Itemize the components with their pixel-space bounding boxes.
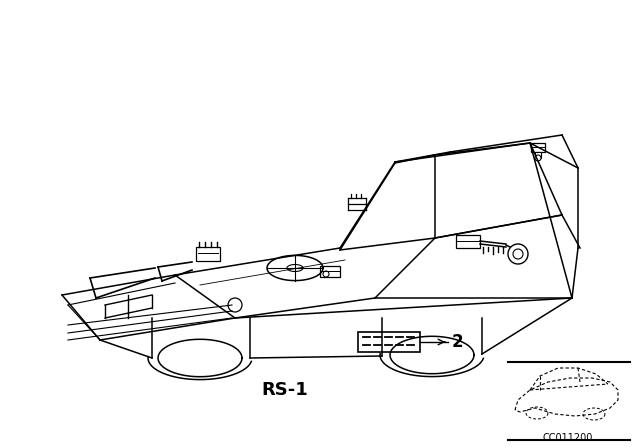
Bar bbox=[196, 247, 220, 261]
Text: 2: 2 bbox=[452, 333, 463, 351]
Bar bbox=[535, 152, 541, 158]
Bar bbox=[531, 143, 545, 152]
Text: CC011200: CC011200 bbox=[543, 433, 593, 443]
Circle shape bbox=[535, 155, 541, 161]
Bar bbox=[456, 235, 480, 248]
Circle shape bbox=[323, 271, 329, 277]
Bar bbox=[358, 332, 420, 352]
Circle shape bbox=[513, 249, 523, 259]
Text: RS-1: RS-1 bbox=[262, 381, 308, 399]
Bar bbox=[320, 266, 340, 277]
Circle shape bbox=[508, 244, 528, 264]
